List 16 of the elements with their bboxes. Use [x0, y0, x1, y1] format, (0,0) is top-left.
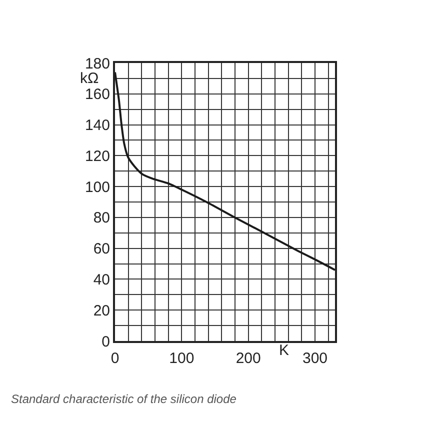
y-axis-title: kΩ	[80, 70, 99, 87]
x-tick-label: 100	[169, 350, 194, 367]
y-tick-label: 160	[84, 86, 110, 104]
y-tick-label: 100	[84, 178, 110, 196]
text: Standard characteristic of the silicon diode	[11, 392, 237, 406]
x-tick-label: 200	[236, 350, 261, 367]
y-tick-label: 140	[84, 117, 110, 134]
y-tick-label: 0	[102, 333, 110, 350]
y-tick-label: 180	[84, 55, 110, 72]
y-tick-label: 20	[93, 302, 110, 320]
y-tick-label: 40	[93, 271, 110, 288]
x-tick-label: 300	[302, 350, 328, 367]
y-tick-label: 60	[93, 240, 110, 258]
y-tick-label: 120	[84, 148, 110, 165]
x-axis-title: K	[279, 342, 290, 359]
y-tick-label: 80	[93, 210, 110, 227]
